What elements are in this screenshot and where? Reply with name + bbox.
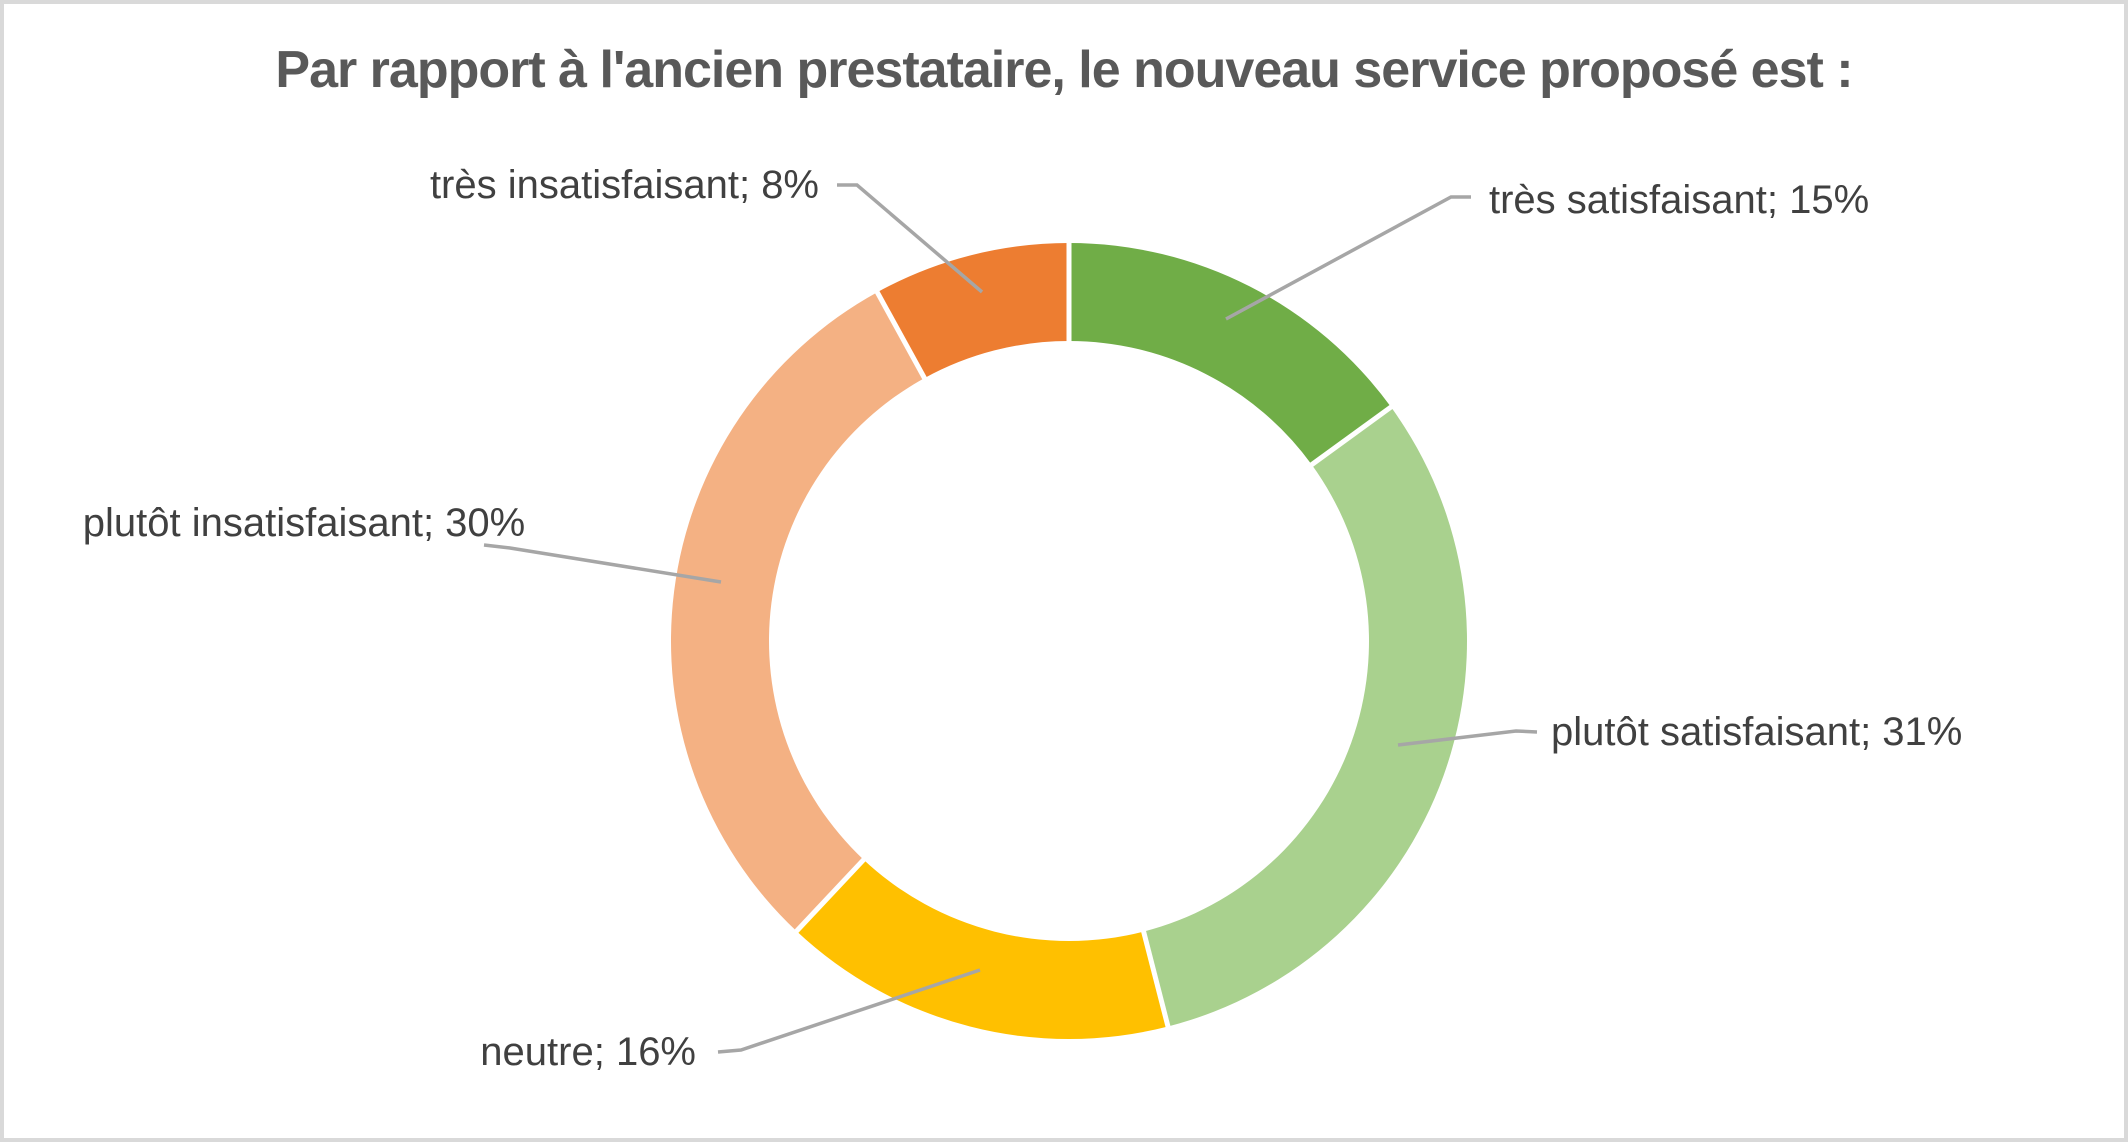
data-label-plutot-satisfaisant: plutôt satisfaisant; 31% <box>1551 710 1963 754</box>
leader-line-plutot-satisfaisant <box>1397 729 1538 747</box>
donut-chart <box>483 183 1538 1054</box>
chart-title: Par rapport à l'ancien prestataire, le n… <box>275 41 1853 99</box>
data-label-tres-insatisfaisant: très insatisfaisant; 8% <box>429 163 819 207</box>
data-label-plutot-insatisfaisant: plutôt insatisfaisant; 30% <box>82 501 526 545</box>
data-label-neutre: neutre; 16% <box>480 1030 696 1074</box>
leader-line-neutre <box>717 968 981 1054</box>
slice-tres-insatisfaisant[interactable] <box>877 243 1069 379</box>
slice-separator <box>790 853 870 938</box>
leader-line-tres-insatisfaisant <box>837 183 984 294</box>
data-label-tres-satisfaisant: très satisfaisant; 15% <box>1489 178 1870 222</box>
slice-tres-satisfaisant[interactable] <box>1069 243 1391 465</box>
slice-neutre[interactable] <box>796 859 1168 1039</box>
slice-separator <box>872 285 930 385</box>
leader-line-plutot-insatisfaisant <box>483 543 722 584</box>
slice-plutot-insatisfaisant[interactable] <box>671 292 925 932</box>
leader-line-tres-satisfaisant <box>1225 195 1471 321</box>
slice-separator <box>1305 401 1398 471</box>
slice-plutot-satisfaisant[interactable] <box>1143 407 1467 1027</box>
slice-separator <box>1139 925 1172 1033</box>
